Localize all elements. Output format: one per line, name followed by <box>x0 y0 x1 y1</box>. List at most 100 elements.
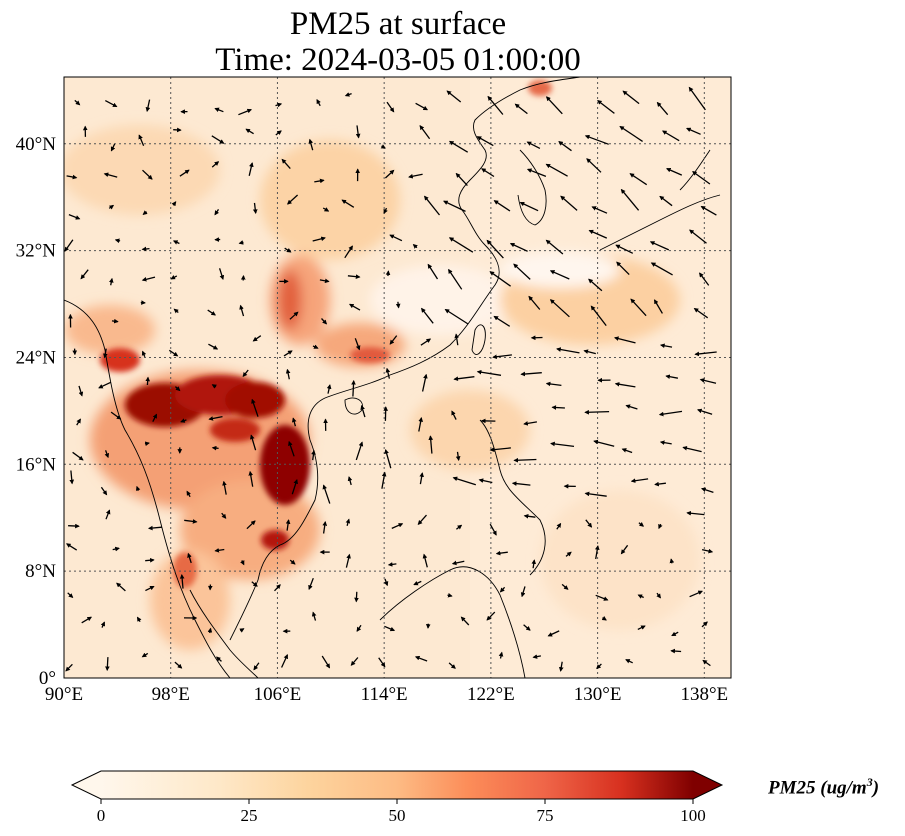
wind-vectors <box>64 86 717 672</box>
wind-arrow <box>448 268 463 290</box>
wind-arrow <box>526 168 547 178</box>
wind-arrow <box>383 578 389 587</box>
wind-arrow <box>322 484 331 504</box>
wind-arrow <box>141 350 147 358</box>
wind-arrow <box>103 348 108 359</box>
wind-arrow <box>65 663 73 672</box>
wind-arrow <box>384 625 396 632</box>
x-tick-label: 114°E <box>361 684 408 705</box>
wind-arrow <box>415 102 429 111</box>
wind-arrow <box>630 478 649 483</box>
wind-arrow <box>551 405 565 410</box>
wind-arrow <box>653 299 663 314</box>
wind-arrow <box>291 417 297 427</box>
wind-arrow <box>80 269 89 280</box>
x-tick-label: 138°E <box>680 684 728 705</box>
wind-arrow <box>180 418 187 423</box>
wind-arrow <box>597 100 615 114</box>
wind-arrow <box>112 546 120 552</box>
wind-arrow <box>142 169 153 180</box>
wind-arrow <box>238 108 252 116</box>
wind-arrow <box>486 239 504 259</box>
wind-arrow <box>284 247 292 253</box>
wind-arrow <box>322 207 330 212</box>
wind-arrow <box>344 92 352 97</box>
wind-arrow <box>456 524 463 530</box>
wind-arrow <box>545 96 563 115</box>
wind-arrow <box>693 307 709 319</box>
wind-arrow <box>116 582 126 592</box>
wind-arrow <box>287 194 299 205</box>
wind-arrow <box>408 173 423 179</box>
wind-arrow <box>214 107 224 113</box>
y-tick-labels: 0° 8°N 16°N 24°N 32°N 40°N <box>16 134 57 689</box>
wind-arrow <box>66 174 78 180</box>
wind-arrow <box>513 263 531 280</box>
wind-arrow <box>421 307 434 324</box>
wind-arrow <box>285 368 291 380</box>
colorbar-extend-max <box>693 771 722 799</box>
wind-arrow <box>666 167 683 176</box>
wind-arrow <box>391 523 404 529</box>
wind-arrow <box>558 141 572 152</box>
wind-arrow <box>701 621 708 628</box>
wind-arrow <box>601 616 607 621</box>
wind-arrow <box>344 245 353 259</box>
colorbar-gradient <box>101 771 693 799</box>
wind-arrow <box>549 299 570 318</box>
coastline-malaysia <box>189 589 259 678</box>
wind-arrow <box>142 210 148 215</box>
wind-arrow <box>584 134 609 145</box>
wind-arrow <box>348 303 361 311</box>
wind-arrow <box>659 195 673 207</box>
wind-arrow <box>380 144 386 149</box>
wind-arrow <box>511 481 531 486</box>
wind-arrow <box>174 386 181 392</box>
wind-arrow <box>207 627 213 634</box>
wind-arrow <box>520 586 526 598</box>
wind-arrow <box>455 451 461 462</box>
wind-arrow <box>360 404 366 418</box>
wind-arrow <box>274 584 281 592</box>
x-tick-label: 106°E <box>254 684 302 705</box>
wind-arrow <box>565 551 572 557</box>
wind-arrow <box>387 562 397 567</box>
wind-arrow <box>558 661 564 672</box>
wind-arrow <box>105 509 111 520</box>
wind-arrow <box>138 134 145 146</box>
wind-arrow <box>688 86 706 111</box>
wind-arrow <box>658 410 683 417</box>
wind-arrow <box>593 439 615 447</box>
wind-arrow <box>239 628 245 633</box>
wind-arrow <box>354 338 361 351</box>
wind-arrow <box>526 141 541 149</box>
wind-arrow <box>560 195 578 211</box>
wind-arrow <box>519 201 539 212</box>
wind-arrow <box>460 616 470 626</box>
wind-arrow <box>596 663 602 670</box>
wind-arrow <box>556 347 580 354</box>
wind-arrow <box>395 301 401 309</box>
colorbar: 0 25 50 75 100 <box>70 770 724 825</box>
coastline-philippines <box>479 419 546 576</box>
wind-arrow <box>147 525 162 531</box>
wind-arrow <box>520 371 542 377</box>
y-tick-label: 0° <box>39 668 56 689</box>
wind-arrow <box>649 241 670 251</box>
wind-arrow <box>76 418 81 426</box>
wind-arrow <box>383 207 388 215</box>
wind-arrow <box>68 213 81 220</box>
wind-arrow <box>69 470 75 485</box>
wind-arrow <box>584 491 607 497</box>
wind-arrow <box>509 242 528 252</box>
wind-arrow <box>455 172 468 187</box>
wind-arrow <box>549 270 570 280</box>
wind-arrow <box>136 616 142 623</box>
wind-arrow <box>253 662 260 671</box>
wind-arrow <box>545 239 564 255</box>
wind-arrow <box>78 385 84 397</box>
wind-arrow <box>322 520 328 534</box>
x-tick-label: 98°E <box>152 684 190 705</box>
wind-arrow <box>454 333 459 346</box>
